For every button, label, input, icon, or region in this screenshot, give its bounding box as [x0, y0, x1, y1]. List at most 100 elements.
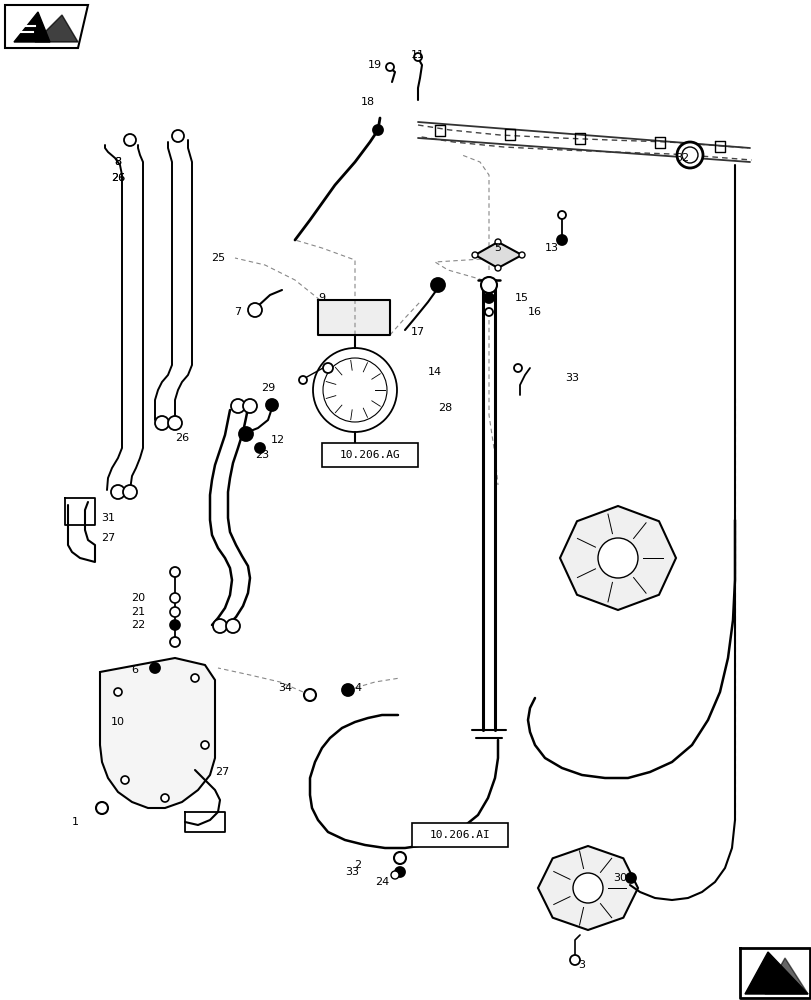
Circle shape [114, 688, 122, 696]
Text: 10.206.AI: 10.206.AI [429, 830, 490, 840]
Text: 16: 16 [527, 307, 541, 317]
Circle shape [480, 277, 496, 293]
Text: 13: 13 [544, 243, 558, 253]
Text: 11: 11 [410, 50, 424, 60]
Polygon shape [14, 12, 50, 42]
Circle shape [121, 776, 129, 784]
Circle shape [169, 637, 180, 647]
Circle shape [169, 607, 180, 617]
Text: 33: 33 [564, 373, 578, 383]
Circle shape [573, 873, 603, 903]
Text: 22: 22 [131, 620, 145, 630]
Text: 4: 4 [354, 683, 361, 693]
Circle shape [225, 619, 240, 633]
Text: 2: 2 [354, 860, 361, 870]
Text: 8: 8 [114, 157, 122, 167]
Text: 23: 23 [255, 450, 268, 460]
Text: 10.206.AG: 10.206.AG [339, 450, 400, 460]
Circle shape [385, 63, 393, 71]
Circle shape [212, 619, 227, 633]
Polygon shape [5, 5, 88, 48]
Text: 26: 26 [111, 173, 125, 183]
Circle shape [124, 134, 135, 146]
Text: 1: 1 [71, 817, 79, 827]
Text: 6: 6 [131, 665, 139, 675]
Circle shape [238, 427, 253, 441]
Circle shape [597, 538, 637, 578]
Text: 3: 3 [577, 960, 585, 970]
Text: 18: 18 [361, 97, 375, 107]
Circle shape [150, 663, 160, 673]
Text: 7: 7 [234, 307, 241, 317]
Polygon shape [185, 812, 225, 832]
Text: 21: 21 [131, 607, 145, 617]
Circle shape [230, 399, 245, 413]
Circle shape [323, 363, 333, 373]
Text: 25: 25 [211, 253, 225, 263]
Circle shape [681, 147, 697, 163]
Text: 24: 24 [375, 877, 388, 887]
Circle shape [557, 211, 565, 219]
Polygon shape [35, 15, 78, 42]
Circle shape [169, 567, 180, 577]
Polygon shape [12, 8, 85, 46]
Text: 29: 29 [260, 383, 275, 393]
Circle shape [484, 308, 492, 316]
Circle shape [303, 689, 315, 701]
Circle shape [111, 485, 125, 499]
Circle shape [431, 278, 444, 292]
Polygon shape [560, 506, 676, 610]
Text: 10: 10 [111, 717, 125, 727]
Text: 14: 14 [427, 367, 441, 377]
Text: 9: 9 [318, 293, 325, 303]
Circle shape [372, 125, 383, 135]
Circle shape [471, 252, 478, 258]
Text: 27: 27 [215, 767, 229, 777]
Circle shape [518, 252, 525, 258]
Text: 26: 26 [111, 173, 125, 183]
Text: 30: 30 [612, 873, 626, 883]
Text: 19: 19 [367, 60, 382, 70]
Polygon shape [744, 952, 807, 994]
Circle shape [312, 348, 397, 432]
Circle shape [266, 399, 277, 411]
Text: 15: 15 [514, 293, 528, 303]
FancyBboxPatch shape [322, 443, 418, 467]
Circle shape [495, 265, 500, 271]
Circle shape [255, 443, 264, 453]
Circle shape [393, 852, 406, 864]
Polygon shape [474, 242, 521, 268]
Circle shape [513, 364, 521, 372]
Circle shape [155, 416, 169, 430]
Circle shape [122, 485, 137, 499]
Circle shape [341, 684, 354, 696]
Text: 33: 33 [345, 867, 358, 877]
Circle shape [391, 871, 398, 879]
Text: 5: 5 [494, 243, 501, 253]
Polygon shape [100, 658, 215, 808]
Polygon shape [739, 948, 809, 998]
FancyBboxPatch shape [411, 823, 508, 847]
Circle shape [414, 53, 422, 61]
Circle shape [247, 303, 262, 317]
Text: 32: 32 [674, 153, 689, 163]
Polygon shape [764, 958, 807, 994]
Circle shape [201, 741, 208, 749]
Circle shape [569, 955, 579, 965]
Circle shape [169, 593, 180, 603]
Polygon shape [318, 300, 389, 335]
Circle shape [172, 130, 184, 142]
Text: 8: 8 [114, 157, 122, 167]
Circle shape [495, 239, 500, 245]
Polygon shape [65, 498, 95, 525]
Text: 12: 12 [271, 435, 285, 445]
Circle shape [161, 794, 169, 802]
Circle shape [394, 867, 405, 877]
Circle shape [242, 399, 257, 413]
Text: 31: 31 [101, 513, 115, 523]
Text: 17: 17 [410, 327, 424, 337]
Circle shape [556, 235, 566, 245]
Circle shape [483, 293, 493, 303]
Circle shape [169, 620, 180, 630]
Text: 28: 28 [437, 403, 452, 413]
